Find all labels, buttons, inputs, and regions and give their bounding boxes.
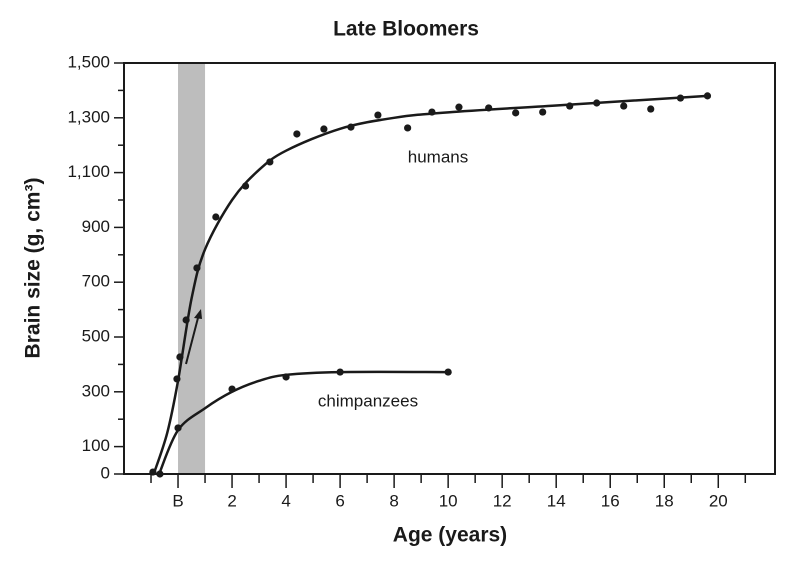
data-point bbox=[374, 111, 382, 119]
arrow bbox=[185, 313, 200, 365]
y-tick-label: 900 bbox=[82, 217, 110, 236]
x-tick-label: 18 bbox=[655, 491, 674, 510]
data-point bbox=[539, 108, 547, 116]
x-tick-label: 2 bbox=[227, 491, 236, 510]
series-annotation: chimpanzees bbox=[318, 391, 418, 410]
x-tick-label: 6 bbox=[335, 491, 344, 510]
data-point bbox=[282, 373, 290, 381]
y-tick-label: 300 bbox=[82, 381, 110, 400]
x-axis-label: Age (years) bbox=[393, 524, 507, 547]
data-point bbox=[566, 102, 574, 110]
y-tick-label: 1,500 bbox=[67, 52, 110, 71]
data-point bbox=[174, 424, 182, 432]
data-point bbox=[444, 368, 452, 376]
plot-area: 0 100 300 500 700 900 1,100 1,300 1,500 B 2 4 6 8 10 12… bbox=[67, 52, 776, 510]
y-tick-label: 1,100 bbox=[67, 162, 110, 181]
data-point bbox=[485, 104, 493, 112]
x-tick-label: B bbox=[172, 491, 183, 510]
plot-frame bbox=[123, 62, 776, 475]
y-tick-label: 100 bbox=[82, 436, 110, 455]
y-tick-label: 1,300 bbox=[67, 107, 110, 126]
data-point bbox=[156, 470, 164, 478]
data-point bbox=[647, 105, 655, 113]
arrow-head bbox=[194, 309, 202, 319]
data-point bbox=[173, 375, 181, 383]
data-point bbox=[241, 182, 250, 190]
series-annotation: humans bbox=[408, 147, 468, 166]
data-point bbox=[512, 109, 520, 117]
x-tick-label: 14 bbox=[547, 491, 566, 510]
data-point bbox=[149, 468, 157, 476]
x-tick-label: 16 bbox=[601, 491, 620, 510]
x-tick-label: 12 bbox=[493, 491, 512, 510]
chart-title: Late Bloomers bbox=[333, 18, 479, 41]
data-point bbox=[176, 353, 184, 361]
data-point bbox=[703, 92, 712, 100]
data-point bbox=[404, 124, 412, 132]
data-point bbox=[593, 99, 601, 107]
data-point bbox=[336, 368, 344, 376]
x-tick-label: 8 bbox=[389, 491, 398, 510]
data-point bbox=[676, 94, 685, 102]
x-tick-label: 20 bbox=[709, 491, 728, 510]
x-tick-label: 4 bbox=[281, 491, 290, 510]
data-point bbox=[193, 264, 201, 272]
y-tick-label: 0 bbox=[101, 463, 110, 482]
data-point bbox=[182, 316, 190, 324]
data-point bbox=[428, 108, 436, 116]
data-point bbox=[320, 125, 328, 133]
data-point bbox=[228, 385, 236, 393]
x-tick-label: 10 bbox=[439, 491, 458, 510]
shaded-region bbox=[178, 63, 206, 474]
data-point bbox=[455, 103, 463, 111]
y-axis-label: Brain size (g, cm³) bbox=[22, 178, 45, 359]
data-point bbox=[266, 158, 274, 166]
y-tick-label: 700 bbox=[82, 272, 110, 291]
data-point bbox=[347, 123, 355, 131]
data-point bbox=[293, 130, 301, 138]
data-point bbox=[620, 102, 628, 110]
y-tick-label: 500 bbox=[82, 326, 110, 345]
data-point bbox=[212, 213, 220, 221]
